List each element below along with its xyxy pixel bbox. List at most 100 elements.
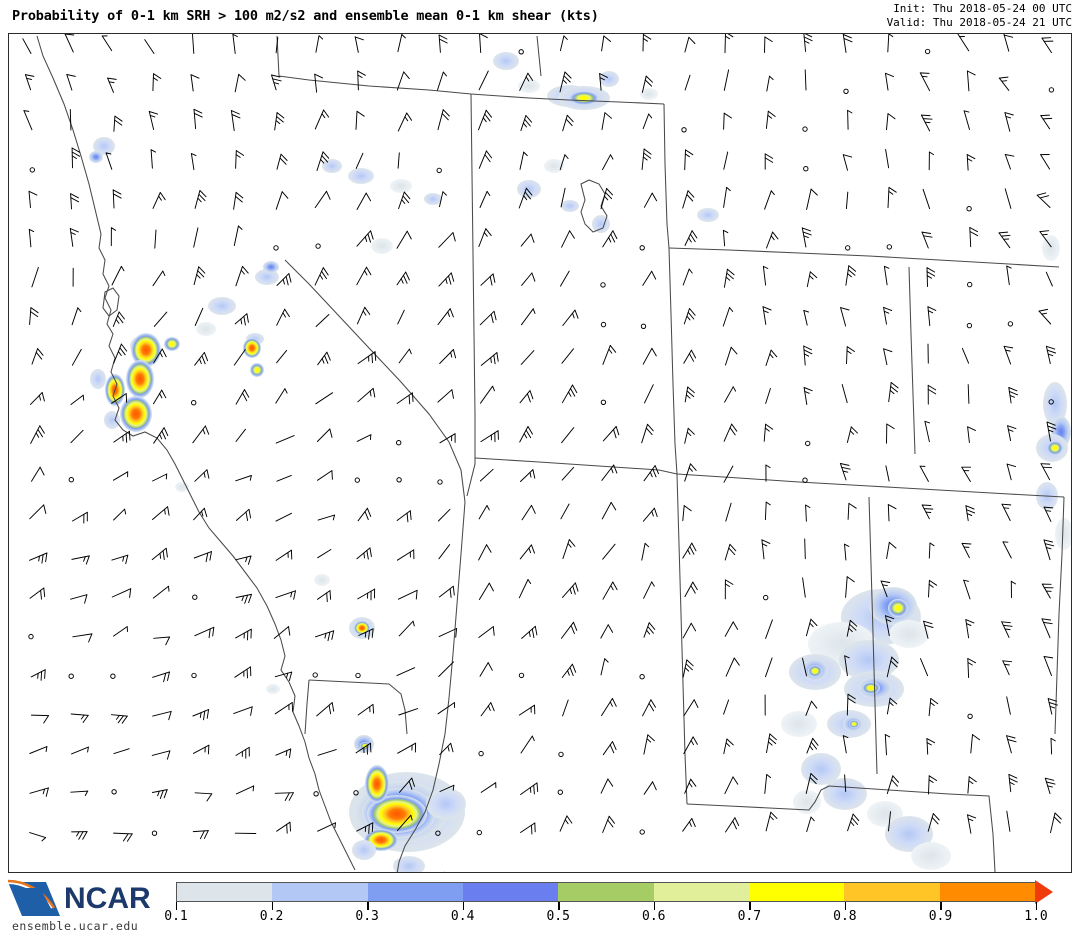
- wind-barb-shaft: [314, 190, 327, 209]
- wind-barb-shaft: [396, 667, 416, 677]
- wind-barb-shaft: [684, 36, 690, 53]
- wind-barb-half: [924, 420, 931, 424]
- wind-barb-full: [368, 630, 370, 640]
- wind-barb-shaft: [111, 588, 132, 598]
- wind-barb-full: [731, 423, 738, 432]
- wind-barb-half: [319, 274, 324, 280]
- wind-barb-shaft: [70, 394, 84, 405]
- wind-barb-shaft: [480, 273, 494, 286]
- wind-barb-shaft: [438, 628, 458, 638]
- wind-barb-shaft: [521, 504, 532, 521]
- wind-barb-full: [1006, 735, 1016, 739]
- wind-barb-full: [605, 191, 613, 200]
- wind-barb-shaft: [602, 543, 616, 560]
- wind-barb-shaft: [642, 507, 655, 522]
- wind-barb-half: [929, 542, 935, 547]
- map-panel[interactable]: [8, 33, 1072, 873]
- wind-barb-full: [652, 468, 657, 478]
- wind-barb-full: [41, 392, 45, 402]
- wind-barb-full: [612, 230, 618, 240]
- wind-barb-half: [1003, 663, 1010, 666]
- wind-barb-shaft: [724, 543, 731, 561]
- ncar-wordmark: NCAR: [64, 882, 151, 915]
- wind-barb-shaft: [1006, 810, 1011, 832]
- wind-barb-half: [883, 265, 890, 269]
- wind-barb-full: [372, 703, 375, 714]
- colorbar-tick-label: 0.2: [259, 909, 284, 924]
- wind-barb-half: [45, 746, 48, 752]
- wind-barb-shaft: [72, 511, 88, 522]
- wind-barb-shaft: [762, 306, 767, 325]
- colorbar-tick: [940, 902, 942, 910]
- wind-barb-half: [70, 231, 76, 235]
- wind-barb-shaft: [478, 150, 487, 169]
- wind-barb-full: [406, 230, 412, 240]
- wind-barb-full: [885, 615, 895, 620]
- wind-barb-shaft: [480, 702, 492, 717]
- wind-barb-shaft: [152, 671, 170, 678]
- wind-barb-half: [105, 152, 112, 155]
- wind-barb-shaft: [111, 265, 122, 286]
- wind-barb-shaft: [847, 502, 850, 520]
- wind-barb-shaft: [478, 544, 488, 561]
- wind-barb-full: [71, 147, 81, 153]
- wind-barb-full: [209, 551, 212, 561]
- wind-barb-shaft: [723, 738, 728, 755]
- wind-barb-half: [447, 745, 450, 752]
- wind-barb-half: [965, 623, 972, 626]
- wind-barb-shaft: [520, 782, 538, 795]
- wind-barb-shaft: [602, 815, 610, 833]
- calm-wind-symbol: [639, 245, 645, 251]
- wind-barb-shaft: [152, 473, 168, 482]
- wind-barb-full: [235, 195, 243, 203]
- wind-barb-shaft: [398, 191, 405, 210]
- wind-barb-half: [532, 308, 536, 314]
- wind-barb-shaft: [926, 267, 928, 287]
- wind-barb-full: [687, 190, 695, 198]
- wind-barb-shaft: [235, 555, 252, 561]
- colorbar-band-03-0.4: [367, 883, 463, 901]
- wind-barb-full: [643, 148, 652, 155]
- wind-barb-full: [607, 819, 614, 828]
- wind-barb-full: [30, 307, 39, 314]
- wind-barb-shaft: [600, 658, 606, 676]
- wind-barb-shaft: [66, 74, 73, 91]
- wind-barb-full: [43, 587, 46, 598]
- wind-barb-full: [810, 773, 818, 781]
- wind-barb-half: [158, 195, 162, 201]
- wind-barb-shaft: [957, 34, 970, 52]
- wind-barb-shaft: [24, 74, 32, 91]
- ncar-logo[interactable]: NCAR ensemble.ucar.edu: [4, 878, 164, 934]
- calm-wind-symbol: [557, 789, 563, 795]
- wind-barb-full: [693, 699, 699, 709]
- wind-barb-half: [203, 472, 206, 478]
- wind-barb-shaft: [71, 555, 90, 560]
- wind-barb-half: [23, 110, 30, 112]
- wind-barb-shaft: [396, 230, 408, 249]
- wind-barb-full: [647, 423, 654, 432]
- colorbar[interactable]: 0.1 0.2 0.3 0.4 0.5 0.6 0.7 0.8 0.9 1.0: [164, 880, 1072, 932]
- wind-barb-shaft: [880, 580, 888, 598]
- calm-wind-symbol: [28, 633, 34, 640]
- wind-barb-half: [324, 632, 327, 639]
- wind-barb-shaft: [233, 191, 237, 210]
- wind-barb-half: [1047, 785, 1053, 788]
- wind-barb-half: [445, 278, 448, 284]
- wind-barb-half: [689, 821, 692, 827]
- wind-barb-full: [203, 830, 209, 839]
- wind-barb-full: [612, 741, 617, 751]
- wind-barb-full: [762, 306, 772, 311]
- wind-barb-full: [153, 73, 162, 79]
- wind-barb-shaft: [151, 750, 171, 756]
- wind-barb-half: [770, 235, 775, 241]
- wind-barb-full: [207, 744, 210, 755]
- wind-barb-half: [846, 350, 852, 354]
- wind-barb-shaft: [765, 811, 772, 832]
- wind-barb-full: [242, 392, 248, 402]
- wind-barb-full: [190, 74, 200, 79]
- wind-barb-full: [286, 824, 288, 834]
- wind-barb-full: [690, 622, 697, 632]
- wind-barb-shaft: [356, 822, 374, 832]
- wind-barb-shaft: [234, 73, 240, 93]
- wind-barb-full: [118, 311, 125, 320]
